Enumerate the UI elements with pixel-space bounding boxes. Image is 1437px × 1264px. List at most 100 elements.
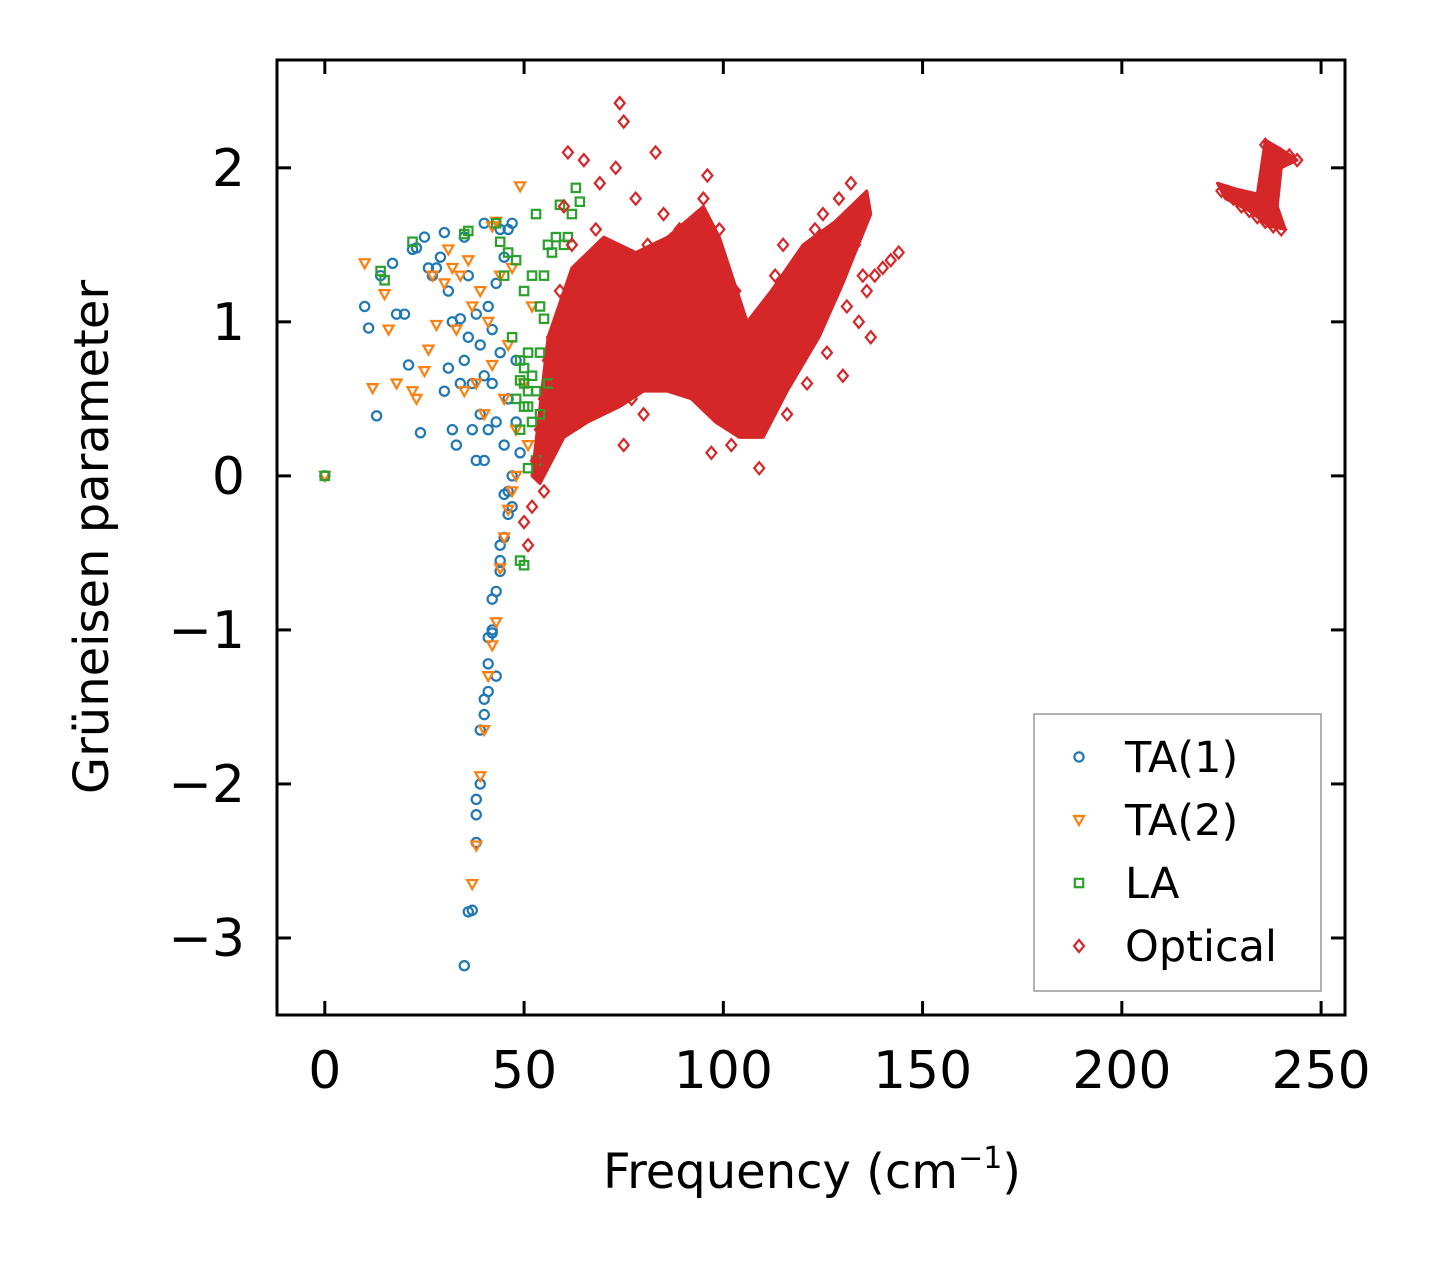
data-point: [409, 393, 424, 407]
data-point: [605, 298, 619, 315]
data-point: [490, 416, 502, 428]
data-point: [796, 298, 810, 315]
data-point: [502, 247, 514, 258]
data-point: [574, 196, 586, 208]
legend-label: TA(2): [1124, 796, 1238, 846]
data-point: [856, 267, 870, 284]
legend: TA(1) TA(2) LA Optical: [1033, 713, 1322, 992]
data-point: [704, 445, 718, 461]
data-point: [565, 237, 579, 253]
data-point: [494, 539, 506, 551]
data-point: [836, 368, 850, 384]
data-point: [526, 270, 538, 281]
data-point: [681, 252, 694, 268]
data-point: [405, 386, 420, 399]
data-point: [377, 289, 392, 302]
data-point: [470, 308, 482, 320]
data-point: [506, 217, 518, 229]
data-point: [673, 221, 686, 238]
data-point: [473, 285, 488, 299]
data-point: [553, 283, 567, 299]
data-point: [445, 262, 460, 276]
data-point: [736, 344, 750, 361]
data-point: [517, 514, 531, 530]
data-point: [589, 221, 603, 238]
data-point: [537, 391, 551, 407]
data-point: [494, 565, 506, 578]
data-point: [486, 627, 498, 639]
data-point: [434, 251, 447, 263]
data-point: [1234, 198, 1248, 215]
data-point: [482, 658, 494, 670]
data-point: [417, 366, 432, 379]
data-point: [1266, 144, 1280, 161]
data-point: [840, 298, 854, 315]
data-point: [469, 840, 484, 853]
data-point: [462, 906, 474, 918]
data-point: [1226, 190, 1240, 207]
data-point: [513, 181, 527, 194]
data-point: [518, 362, 530, 374]
data-point: [478, 693, 490, 705]
data-point: [498, 270, 510, 281]
data-point: [677, 283, 690, 299]
data-point: [884, 252, 898, 268]
data-point: [744, 421, 758, 438]
data-point: [720, 406, 734, 422]
data-point: [665, 314, 678, 330]
data-point: [732, 314, 746, 330]
data-point: [541, 352, 555, 369]
data-point: [804, 267, 818, 284]
data-point: [521, 439, 535, 453]
data-point: [1242, 203, 1256, 219]
data-point: [466, 423, 478, 436]
data-point: [876, 260, 890, 276]
y-tick-label: −3: [168, 909, 245, 969]
data-point: [716, 329, 730, 345]
data-point: [529, 452, 543, 469]
data-point: [429, 319, 444, 333]
data-point: [525, 498, 539, 515]
data-point: [629, 190, 643, 207]
data-point: [538, 270, 550, 281]
data-point: [601, 252, 615, 268]
data-point: [645, 298, 659, 315]
data-point: [788, 344, 802, 361]
y-axis-label: Grüneisen parameter: [64, 280, 120, 795]
data-point: [844, 175, 858, 191]
data-point: [649, 144, 663, 161]
data-point: [864, 329, 878, 345]
data-point: [756, 391, 770, 407]
data-point: [1282, 147, 1296, 164]
data-point: [892, 244, 906, 261]
data-point: [812, 314, 826, 330]
data-point: [534, 408, 546, 420]
data-point: [550, 231, 562, 243]
data-point: [407, 236, 418, 248]
data-point: [748, 329, 762, 345]
data-point: [494, 346, 506, 359]
data-point: [633, 314, 647, 330]
data-point: [852, 314, 866, 330]
data-point: [514, 555, 526, 566]
data-point: [365, 382, 380, 396]
data-point: [381, 324, 396, 337]
data-point: [581, 267, 595, 284]
x-tick-label: 250: [1271, 1041, 1370, 1101]
data-point: [485, 640, 500, 653]
data-point: [497, 532, 512, 545]
y-tick-label: 0: [212, 447, 245, 507]
data-point: [514, 375, 526, 386]
data-point: [585, 321, 599, 338]
data-point: [478, 370, 490, 382]
data-point: [357, 258, 372, 271]
data-point: [625, 391, 639, 407]
data-point: [481, 316, 496, 330]
data-point: [465, 878, 480, 892]
data-point: [1266, 218, 1280, 235]
plot-frame: [275, 58, 1347, 1017]
y-tick-label: −2: [168, 755, 245, 815]
data-point: [441, 244, 456, 257]
data-point: [860, 283, 874, 299]
data-point: [538, 313, 550, 325]
